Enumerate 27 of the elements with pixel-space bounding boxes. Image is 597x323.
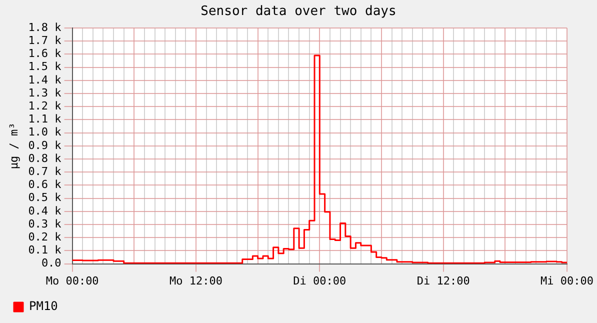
y-tick-label: 0.5 k: [28, 191, 62, 204]
y-tick-label: 1.6 k: [28, 47, 62, 60]
y-tick-label: 1.2 k: [28, 99, 62, 112]
y-tick-label: 1.0 k: [28, 126, 62, 139]
y-tick-label: 0.6 k: [28, 178, 62, 192]
y-tick-label: 0.7 k: [28, 164, 62, 178]
y-tick-label: 0.1 k: [28, 244, 62, 257]
y-tick-label: 0.4 k: [28, 204, 62, 218]
x-tick-label: Mo 12:00: [169, 274, 222, 288]
x-tick-label: Mo 00:00: [46, 274, 99, 288]
x-tick-label: Di 12:00: [416, 274, 470, 288]
x-tick-label: Mi 00:00: [540, 274, 594, 288]
y-tick-label: 1.8 k: [28, 20, 62, 34]
y-axis-title: µg / m³: [7, 122, 20, 170]
y-tick-label: 1.7 k: [28, 34, 62, 47]
y-tick-label: 0.3 k: [28, 217, 62, 230]
y-tick-label: 0.2 k: [28, 230, 62, 244]
x-tick-label: Di 00:00: [293, 274, 346, 288]
y-tick-label: 0.9 k: [28, 138, 62, 152]
legend-label: PM10: [29, 299, 58, 314]
y-tick-label: 1.4 k: [28, 73, 62, 86]
y-tick-label: 0.8 k: [28, 152, 62, 165]
y-tick-label: 1.3 k: [28, 86, 62, 100]
y-tick-label: 1.5 k: [28, 60, 62, 74]
y-tick-label: 1.1 k: [28, 112, 62, 126]
chart-title: Sensor data over two days: [200, 4, 398, 19]
y-tick-label: 0.0: [41, 256, 62, 270]
